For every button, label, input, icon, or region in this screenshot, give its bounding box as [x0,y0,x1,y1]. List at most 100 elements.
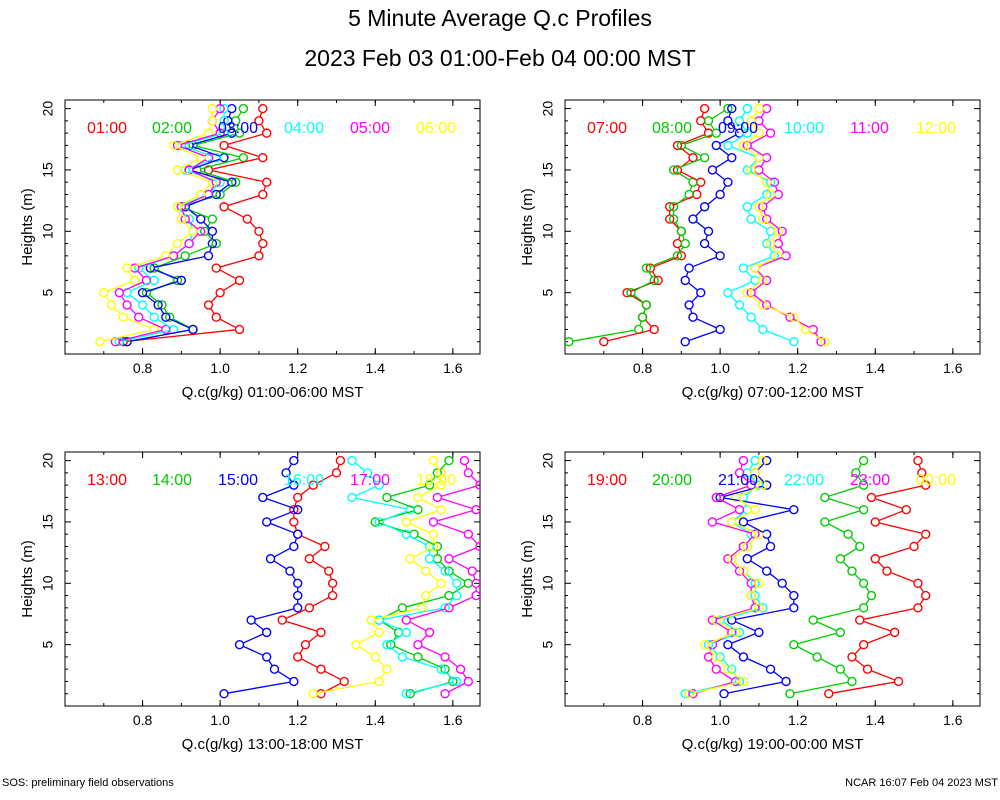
data-point-14:00-h2 [448,676,458,687]
series-segment-03:00 [228,124,232,130]
data-point-20:00-h15 [820,517,830,527]
data-point-15:00-h20 [289,455,299,466]
data-point-02:00-h6 [172,275,183,286]
x-tick-label: 1.2 [288,360,308,376]
data-point-09:00-h15 [707,165,718,175]
data-point-09:00-h2 [715,324,725,335]
x-tick-label: 1.0 [210,360,230,376]
data-point-23:00-h16 [734,504,745,515]
data-point-19:00-h11 [882,566,892,576]
data-point-02:00-h11 [207,214,218,224]
series-segment-11:00 [758,256,783,268]
data-point-20:00-h6 [835,627,846,638]
series-segment-03:00 [219,184,229,193]
series-segment-07:00 [645,320,652,327]
series-segment-05:00 [129,307,137,315]
series-segment-21:00 [757,463,765,471]
series-segment-07:00 [608,329,650,342]
series-segment-03:00 [193,158,220,170]
series-segment-05:00 [142,318,163,329]
data-point-18:00-h9 [421,590,431,601]
data-point-02:00-h8 [180,251,190,261]
series-segment-13:00 [301,658,318,668]
data-point-15:00-h9 [293,590,303,601]
series-segment-03:00 [169,318,190,329]
data-point-00:00-h7 [711,615,721,625]
series-segment-14:00 [421,658,442,668]
chart-panel-2: 0.8 1.0 1.2 1.4 1.6 5 10 15 20 Q.c(g/kg) 07:00-12… [519,99,981,401]
data-point-06:00-h17 [168,140,179,151]
series-segment-03:00 [145,294,155,303]
series-segment-16:00 [432,561,442,569]
series-segment-23:00 [731,548,741,557]
data-point-23:00-h15 [707,517,718,527]
series-segment-18:00 [359,633,376,644]
data-point-12:00-h4 [758,300,768,310]
data-point-23:00-h6 [727,627,737,638]
series-segment-12:00 [753,124,758,130]
data-point-01:00-h19 [254,116,264,126]
series-segment-01:00 [127,329,236,342]
series-segment-05:00 [210,185,215,192]
chart-panel-3: 0.8 1.0 1.2 1.4 1.6 5 10 15 20 Q.c(g/kg) 13:00-18… [19,451,481,753]
data-point-01:00-h7 [211,263,221,273]
data-point-09:00-h9 [699,238,710,249]
data-point-09:00-h11 [688,214,698,224]
series-segment-01:00 [228,146,259,157]
data-point-06:00-h15 [172,165,183,175]
data-point-15:00-h7 [246,615,256,625]
series-segment-21:00 [731,633,755,644]
series-segment-00:00 [746,573,756,582]
series-segment-01:00 [220,256,255,268]
data-point-07:00-h8 [676,251,687,261]
data-point-02:00-h4 [157,300,167,310]
data-point-03:00-h5 [137,287,148,298]
series-segment-21:00 [767,538,770,543]
series-segment-19:00 [919,586,924,593]
legend-entry-07:00: 07:00 [587,120,627,137]
series-segment-02:00 [197,133,236,145]
data-point-21:00-h9 [789,590,799,601]
data-point-14:00-h18 [424,480,435,490]
data-point-13:00-h9 [327,590,338,601]
series-segment-22:00 [749,475,757,483]
data-point-20:00-h11 [847,566,857,576]
series-segment-17:00 [441,485,476,497]
series-segment-23:00 [751,599,755,604]
series-segment-18:00 [421,486,438,496]
series-segment-06:00 [181,170,209,182]
data-point-01:00-h18 [261,128,272,138]
series-segment-04:00 [123,329,170,342]
series-segment-22:00 [711,647,718,655]
legend-entry-12:00: 12:00 [916,120,956,137]
series-segment-23:00 [742,475,749,483]
legend-entry-03:00: 03:00 [218,120,258,137]
page-subtitle: 2023 Feb 03 01:00-Feb 04 00:00 MST [304,45,696,71]
series-segment-02:00 [163,308,168,314]
x-tick-label: 1.4 [866,360,886,376]
data-point-08:00-h17 [676,140,687,151]
data-point-10:00-h20 [742,103,752,114]
x-tick-label: 1.0 [210,712,230,728]
series-segment-07:00 [672,221,679,229]
x-tick-label: 1.2 [788,712,808,728]
data-point-08:00-h3 [637,312,648,322]
series-segment-16:00 [355,462,365,471]
data-point-16:00-h5 [382,639,392,650]
series-segment-01:00 [219,269,236,279]
series-segment-07:00 [697,186,701,191]
data-point-09:00-h13 [715,189,725,200]
data-point-20:00-h10 [858,578,869,588]
series-segment-13:00 [324,670,341,680]
series-segment-06:00 [177,134,205,145]
series-segment-20:00 [828,485,860,497]
series-segment-08:00 [573,329,635,342]
data-point-09:00-h19 [723,116,733,126]
data-point-05:00-h9 [184,238,194,249]
series-segment-07:00 [681,134,705,145]
series-segment-23:00 [719,671,733,680]
data-point-20:00-h5 [789,639,799,650]
data-point-21:00-h2 [781,676,791,687]
series-segment-09:00 [693,256,717,268]
legend-entry-00:00: 00:00 [916,472,956,489]
